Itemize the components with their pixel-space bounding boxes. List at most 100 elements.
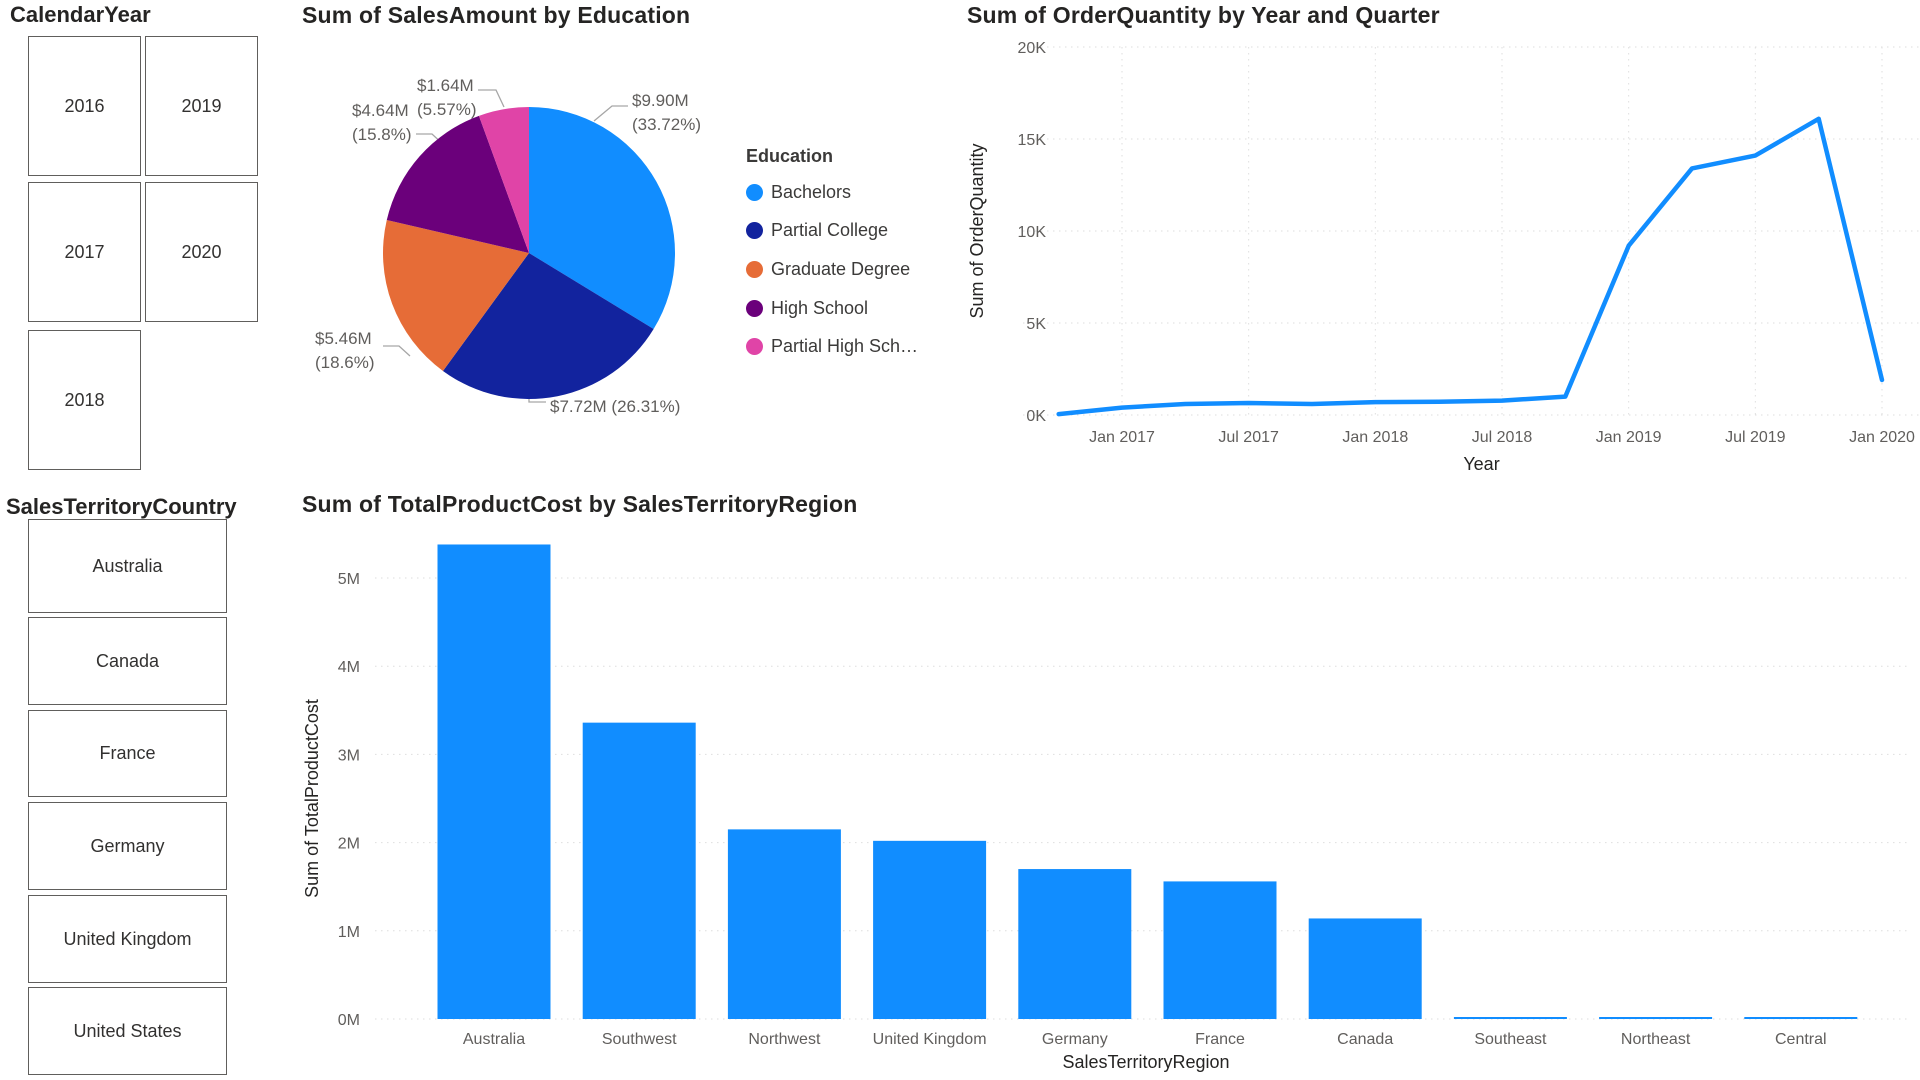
y-axis-title: Sum of OrderQuantity: [967, 143, 987, 318]
bar-chart-title: Sum of TotalProductCost by SalesTerritor…: [302, 491, 858, 517]
year-button-2020[interactable]: 2020: [145, 182, 258, 322]
x-tick-label: Jan 2017: [1089, 429, 1155, 446]
x-tick-label: Jul 2018: [1472, 429, 1533, 446]
line-visual-orderquantity: Sum of OrderQuantity by Year and Quarter…: [967, 0, 1920, 480]
legend-item-partial-college[interactable]: Partial College: [746, 220, 888, 241]
x-category-label: Southeast: [1474, 1031, 1547, 1048]
pie-slice-high-school[interactable]: [386, 115, 529, 253]
country-slicer: SalesTerritoryCountry Australia Canada Fra…: [0, 484, 290, 1080]
x-category-label: Northeast: [1621, 1031, 1691, 1048]
legend-color-dot: [746, 261, 763, 278]
bar-central[interactable]: [1744, 1017, 1858, 1019]
pie-slice-graduate-degree[interactable]: [383, 219, 529, 371]
y-axis-title: Sum of TotalProductCost: [302, 699, 322, 898]
legend-item-graduate-degree[interactable]: Graduate Degree: [746, 259, 910, 280]
y-tick-label: 1M: [338, 924, 360, 941]
country-button-france[interactable]: France: [28, 710, 227, 797]
country-button-australia[interactable]: Australia: [28, 519, 227, 613]
pie-chart-title: Sum of SalesAmount by Education: [302, 2, 691, 28]
pie-legend: Education Bachelors Partial College Gradua…: [746, 146, 918, 356]
pie-label-leader-line: [383, 345, 411, 357]
pie-slice-partial-high-sch-[interactable]: [478, 107, 529, 253]
year-button-2017[interactable]: 2017: [28, 182, 141, 322]
x-tick-label: Jan 2019: [1596, 429, 1662, 446]
legend-color-dot: [746, 300, 763, 317]
y-tick-label: 3M: [338, 747, 360, 764]
pie-data-label: (15.8%): [352, 125, 412, 144]
bar-canada[interactable]: [1308, 918, 1422, 1019]
legend-item-label: Graduate Degree: [771, 259, 911, 279]
year-button-2018[interactable]: 2018: [28, 330, 141, 470]
y-tick-label: 2M: [338, 836, 360, 853]
x-tick-label: Jan 2020: [1849, 429, 1915, 446]
x-category-label: Southwest: [602, 1031, 677, 1048]
pie-data-label: $9.90M: [632, 91, 689, 110]
pie-data-label: (18.6%): [315, 353, 375, 372]
y-tick-label: 5M: [338, 571, 360, 588]
legend-item-high-school[interactable]: High School: [746, 298, 868, 319]
legend-item-label: Bachelors: [771, 182, 852, 202]
x-category-label: Central: [1775, 1031, 1827, 1048]
y-tick-label: 5K: [1026, 316, 1046, 333]
legend-item-label: Partial High Sch…: [771, 336, 919, 356]
legend-item-partial-high-sch-[interactable]: Partial High Sch…: [746, 336, 918, 357]
bar-northeast[interactable]: [1599, 1017, 1713, 1019]
x-category-label: Canada: [1337, 1031, 1393, 1048]
y-tick-label: 0M: [338, 1012, 360, 1029]
bar-northwest[interactable]: [727, 829, 841, 1019]
year-button-2019[interactable]: 2019: [145, 36, 258, 176]
legend-color-dot: [746, 184, 763, 201]
x-category-label: Germany: [1042, 1031, 1108, 1048]
y-tick-label: 20K: [1018, 40, 1047, 57]
x-category-label: United Kingdom: [873, 1031, 987, 1048]
pie-data-label: $7.72M (26.31%): [550, 397, 680, 416]
x-tick-label: Jan 2018: [1342, 429, 1408, 446]
pie-slice-partial-college[interactable]: [442, 253, 654, 399]
y-tick-label: 4M: [338, 659, 360, 676]
pie-visual-sales-by-education: Sum of SalesAmount by Education $9.90M (3…: [302, 0, 960, 480]
bar-southeast[interactable]: [1453, 1017, 1567, 1019]
legend-item-label: High School: [771, 298, 869, 318]
x-axis-title: SalesTerritoryRegion: [1062, 1052, 1229, 1072]
y-tick-label: 15K: [1018, 132, 1047, 149]
country-button-united-kingdom[interactable]: United Kingdom: [28, 895, 227, 983]
pie-legend-title: Education: [746, 146, 834, 166]
x-tick-label: Jul 2019: [1725, 429, 1786, 446]
calendar-year-slicer-title: CalendarYear: [10, 2, 151, 27]
bar-australia[interactable]: [437, 544, 551, 1019]
order-quantity-line[interactable]: [1056, 116, 1885, 417]
line-chart-title: Sum of OrderQuantity by Year and Quarter: [967, 2, 1440, 28]
year-button-2016[interactable]: 2016: [28, 36, 141, 176]
country-slicer-title: SalesTerritoryCountry: [6, 494, 237, 519]
legend-item-bachelors[interactable]: Bachelors: [746, 182, 851, 203]
pie-label-leader-line: [478, 89, 505, 108]
country-button-canada[interactable]: Canada: [28, 617, 227, 705]
x-tick-label: Jul 2017: [1218, 429, 1279, 446]
calendar-year-slicer: CalendarYear 2016 2019 2017 2020 2018: [0, 0, 290, 480]
country-button-germany[interactable]: Germany: [28, 802, 227, 890]
line-chart-canvas: 20K 15K 10K 5K 0K Jan 2017 Jul 2017 Jan 2018 Jul…: [967, 40, 1920, 474]
bar-united-kingdom[interactable]: [873, 840, 987, 1019]
x-axis-title: Year: [1463, 454, 1499, 474]
legend-item-label: Partial College: [771, 220, 889, 240]
pie-data-label: (33.72%): [632, 115, 701, 134]
x-category-label: Northwest: [748, 1031, 821, 1048]
pie-data-label: (5.57%): [417, 100, 477, 119]
bar-germany[interactable]: [1018, 869, 1132, 1019]
y-tick-label: 0K: [1026, 408, 1046, 425]
country-button-united-states[interactable]: United States: [28, 987, 227, 1075]
pie-chart-canvas: $9.90M (33.72%) $7.72M (26.31%) $5.46M (18.6…: [315, 76, 701, 416]
x-category-label: Australia: [463, 1031, 525, 1048]
y-tick-label: 10K: [1018, 224, 1047, 241]
bar-france[interactable]: [1163, 881, 1277, 1019]
bar-visual-totalproductcost: Sum of TotalProductCost by SalesTerritor…: [302, 484, 1920, 1080]
bar-southwest[interactable]: [582, 722, 696, 1019]
x-category-label: France: [1195, 1031, 1245, 1048]
bar-chart-canvas: 5M 4M 3M 2M 1M 0M Sum of TotalProductCost Sales…: [302, 544, 1907, 1072]
pie-data-label: $1.64M: [417, 76, 474, 95]
pie-slice-bachelors[interactable]: [529, 107, 676, 330]
pie-data-label: $4.64M: [352, 101, 409, 120]
pie-data-label: $5.46M: [315, 329, 372, 348]
pie-label-leader-line: [593, 105, 628, 122]
legend-color-dot: [746, 222, 763, 239]
